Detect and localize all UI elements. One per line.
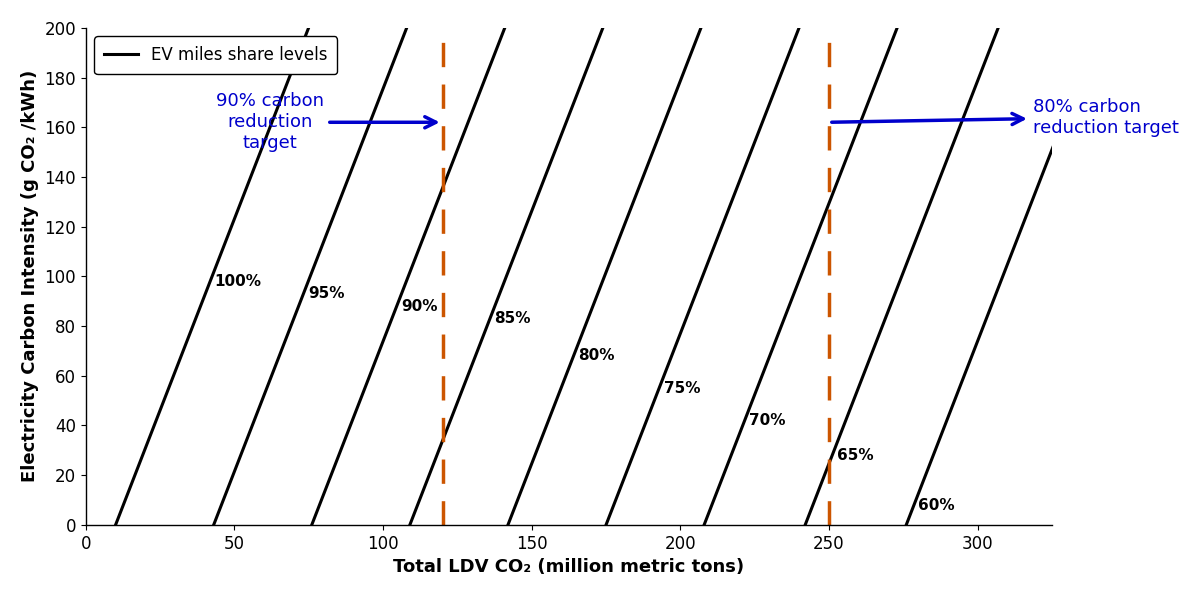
Text: 65%: 65% — [836, 448, 874, 463]
Text: 85%: 85% — [494, 311, 530, 326]
Text: 80%: 80% — [578, 349, 614, 364]
Text: 100%: 100% — [215, 274, 262, 289]
Y-axis label: Electricity Carbon Intensity (g CO₂ /kWh): Electricity Carbon Intensity (g CO₂ /kWh… — [20, 70, 38, 482]
Text: 80% carbon
reduction target: 80% carbon reduction target — [832, 98, 1178, 137]
Text: 70%: 70% — [749, 413, 786, 428]
Text: 95%: 95% — [308, 286, 344, 301]
Text: 90%: 90% — [401, 298, 438, 313]
X-axis label: Total LDV CO₂ (million metric tons): Total LDV CO₂ (million metric tons) — [394, 558, 744, 576]
Text: 60%: 60% — [918, 497, 955, 512]
Legend: EV miles share levels: EV miles share levels — [94, 36, 337, 74]
Text: 75%: 75% — [664, 381, 700, 396]
Text: 90% carbon
reduction
target: 90% carbon reduction target — [216, 93, 436, 152]
